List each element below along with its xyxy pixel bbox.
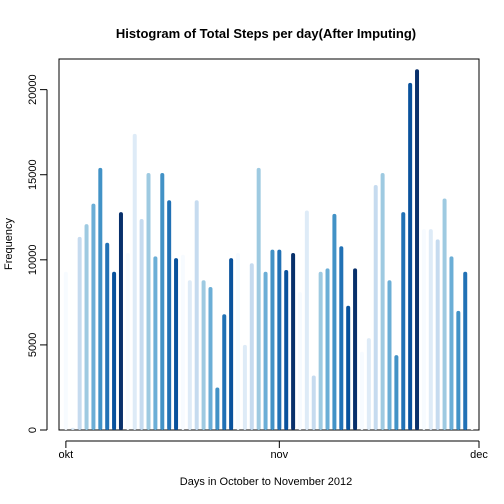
bar: [380, 173, 385, 430]
bar: [208, 287, 213, 430]
bar: [394, 355, 399, 430]
bar: [63, 271, 68, 430]
bar: [153, 256, 158, 430]
bar: [311, 375, 316, 430]
x-tick-label: okt: [59, 449, 74, 461]
y-axis: 0 5000 10000 15000 20000: [27, 74, 48, 433]
bar: [91, 203, 96, 430]
bar: [415, 69, 420, 431]
y-axis-label: Frequency: [3, 218, 15, 270]
bar: [174, 258, 179, 430]
bar: [201, 280, 206, 430]
bar: [401, 212, 406, 430]
bar: [132, 133, 137, 430]
y-tick-label: 5000: [27, 333, 39, 357]
bar: [387, 280, 392, 430]
bar: [146, 173, 151, 430]
bar: [297, 292, 302, 430]
y-tick-label: 15000: [27, 159, 39, 190]
bar: [160, 173, 165, 430]
bar: [442, 198, 447, 430]
chart-title: Histogram of Total Steps per day(After I…: [116, 26, 416, 41]
bar: [332, 213, 337, 430]
bar: [125, 253, 130, 430]
bar: [435, 239, 440, 430]
bar: [339, 246, 344, 430]
y-tick-label: 10000: [27, 245, 39, 276]
bar: [215, 387, 220, 430]
bar: [118, 212, 123, 430]
bar: [70, 427, 75, 430]
plot-frame: [58, 58, 480, 431]
bar: [229, 258, 234, 430]
y-tick-label: 0: [27, 427, 39, 433]
bar: [84, 224, 89, 430]
bar: [187, 280, 192, 430]
bar: [463, 271, 468, 430]
bar: [291, 253, 296, 430]
bar: [236, 253, 241, 430]
bar: [112, 271, 117, 430]
bar: [449, 256, 454, 430]
bar: [318, 271, 323, 430]
bar: [242, 344, 247, 430]
bar: [325, 268, 330, 430]
x-axis-label: Days in October to November 2012: [180, 476, 352, 488]
x-tick-label: nov: [270, 449, 288, 461]
bar: [353, 268, 358, 430]
bar: [222, 314, 227, 430]
bar: [359, 351, 364, 430]
x-axis: okt nov dec: [59, 440, 488, 461]
bar: [277, 249, 282, 430]
bar: [167, 200, 172, 430]
bar: [139, 218, 144, 430]
bar: [408, 82, 413, 430]
x-tick-label: dec: [470, 449, 488, 461]
bar: [470, 191, 475, 430]
y-tick-label: 20000: [27, 74, 39, 105]
bars-group: [63, 69, 475, 431]
bar: [77, 236, 82, 430]
bar: [249, 263, 254, 430]
bar: [456, 310, 461, 430]
bar: [105, 242, 110, 430]
bar: [180, 254, 185, 430]
bar: [373, 184, 378, 430]
bar: [270, 249, 275, 430]
bar: [98, 167, 103, 431]
bar: [263, 271, 268, 430]
bar: [346, 305, 351, 430]
bar: [304, 210, 309, 430]
bar: [284, 270, 289, 430]
bar: [366, 338, 371, 430]
bar: [194, 200, 199, 430]
bar: [428, 229, 433, 430]
bar: [256, 167, 261, 431]
bar: [421, 229, 426, 430]
